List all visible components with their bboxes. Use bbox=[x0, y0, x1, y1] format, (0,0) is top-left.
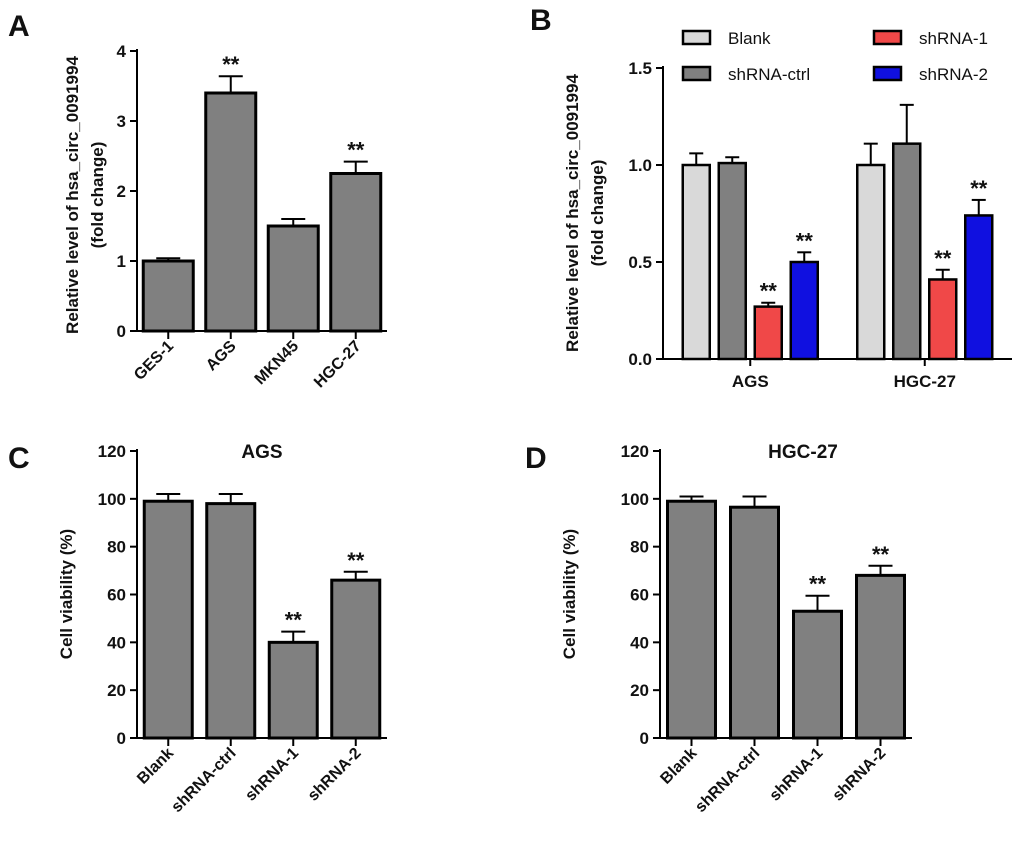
legend-swatch-shRNA-2 bbox=[872, 65, 903, 82]
y-tick-label: 20 bbox=[107, 681, 126, 700]
bar-HGC-27 bbox=[329, 172, 383, 333]
x-tick-label: GES-1 bbox=[131, 338, 177, 384]
significance-label: ** bbox=[760, 279, 778, 304]
x-tick-label: AGS bbox=[203, 338, 240, 375]
bar-shRNA-1 bbox=[792, 609, 843, 740]
legend-label: shRNA-1 bbox=[919, 29, 988, 48]
bar-GES-1 bbox=[141, 259, 195, 333]
bar-Blank-AGS bbox=[681, 163, 711, 361]
y-axis-label: Cell viability (%) bbox=[560, 529, 579, 659]
y-tick-label: 3 bbox=[117, 112, 126, 131]
significance-label: ** bbox=[347, 138, 365, 163]
x-tick-label: shRNA-ctrl bbox=[168, 745, 239, 816]
panel-letter: B bbox=[530, 4, 552, 37]
x-tick-label: shRNA-1 bbox=[767, 745, 827, 805]
bar-shRNA-ctrl bbox=[729, 505, 780, 740]
y-tick-label: 120 bbox=[621, 442, 649, 461]
y-tick-label: 60 bbox=[630, 586, 649, 605]
y-tick-label: 0.5 bbox=[628, 253, 652, 272]
bar-Blank-HGC-27 bbox=[856, 163, 886, 361]
y-tick-label: 4 bbox=[117, 42, 127, 61]
x-tick-label: shRNA-ctrl bbox=[692, 745, 763, 816]
y-tick-label: 40 bbox=[107, 633, 126, 652]
significance-label: ** bbox=[285, 608, 303, 633]
legend-swatch-shRNA-1 bbox=[872, 29, 903, 46]
bar-shRNA-2-AGS bbox=[789, 260, 819, 361]
y-tick-label: 40 bbox=[630, 633, 649, 652]
x-tick-label: shRNA-1 bbox=[242, 745, 302, 805]
x-tick-label: shRNA-2 bbox=[305, 745, 365, 805]
y-tick-label: 1.0 bbox=[628, 156, 652, 175]
y-axis-label-units: (fold change) bbox=[588, 160, 607, 267]
significance-label: ** bbox=[796, 228, 814, 253]
y-tick-label: 100 bbox=[98, 490, 126, 509]
y-tick-label: 2 bbox=[117, 182, 126, 201]
bar-shRNA-ctrl-HGC-27 bbox=[892, 142, 922, 361]
panel-letter: A bbox=[8, 10, 30, 43]
x-tick-label: AGS bbox=[732, 372, 769, 391]
legend-label: shRNA-2 bbox=[919, 65, 988, 84]
bar-shRNA-ctrl bbox=[205, 502, 257, 740]
chart-title: AGS bbox=[241, 442, 282, 463]
significance-label: ** bbox=[222, 52, 240, 77]
x-tick-label: shRNA-2 bbox=[830, 745, 890, 805]
bar-shRNA-ctrl-AGS bbox=[717, 161, 747, 361]
y-tick-label: 1.5 bbox=[628, 59, 652, 78]
y-tick-label: 100 bbox=[621, 490, 649, 509]
legend-swatch-Blank bbox=[681, 29, 712, 46]
bar-shRNA-2 bbox=[855, 573, 906, 740]
bar-AGS bbox=[204, 91, 258, 333]
y-axis-label: Relative level of hsa_circ_0091994 bbox=[563, 74, 582, 352]
y-tick-label: 80 bbox=[630, 538, 649, 557]
chart-title: HGC-27 bbox=[768, 442, 838, 463]
panel-B: B Relative level of hsa_circ_0091994 (fold… bbox=[530, 4, 1012, 391]
y-tick-label: 1 bbox=[117, 252, 126, 271]
y-axis-label: Relative level of hsa_circ_0091994 bbox=[63, 56, 82, 334]
significance-label: ** bbox=[809, 572, 827, 597]
bar-Blank bbox=[142, 499, 194, 740]
legend-swatch-shRNA-ctrl bbox=[681, 65, 712, 82]
panel-A: A Relative level of hsa_circ_0091994 (fold… bbox=[8, 10, 387, 391]
legend-label: Blank bbox=[728, 29, 771, 48]
y-tick-label: 0 bbox=[640, 729, 649, 748]
panel-C: C AGS Cell viability (%) 0 20 40 60 80 100 120 Bla… bbox=[8, 442, 387, 816]
y-tick-label: 80 bbox=[107, 538, 126, 557]
bar-MKN45 bbox=[266, 224, 320, 333]
y-tick-label: 0 bbox=[117, 322, 126, 341]
panel-letter: D bbox=[525, 442, 547, 475]
significance-label: ** bbox=[872, 542, 890, 567]
panel-letter: C bbox=[8, 442, 30, 475]
y-tick-label: 0.0 bbox=[628, 350, 652, 369]
significance-label: ** bbox=[934, 246, 952, 271]
bar-shRNA-1-HGC-27 bbox=[928, 278, 958, 361]
y-axis-label: Cell viability (%) bbox=[57, 529, 76, 659]
bar-shRNA-2-HGC-27 bbox=[964, 214, 994, 361]
x-tick-label: HGC-27 bbox=[311, 338, 365, 392]
y-tick-label: 20 bbox=[630, 681, 649, 700]
x-tick-label: Blank bbox=[657, 745, 700, 788]
significance-label: ** bbox=[347, 548, 365, 573]
significance-label: ** bbox=[970, 176, 988, 201]
bar-shRNA-1 bbox=[267, 640, 319, 740]
bar-Blank bbox=[666, 499, 717, 740]
bar-shRNA-2 bbox=[330, 578, 382, 740]
x-tick-label: Blank bbox=[134, 745, 177, 788]
bar-shRNA-1-AGS bbox=[753, 305, 783, 361]
y-tick-label: 0 bbox=[117, 729, 126, 748]
legend-label: shRNA-ctrl bbox=[728, 65, 810, 84]
panel-D: D HGC-27 Cell viability (%) 0 20 40 60 80 100 120… bbox=[525, 442, 912, 816]
x-tick-label: MKN45 bbox=[252, 338, 302, 388]
y-tick-label: 60 bbox=[107, 586, 126, 605]
x-tick-label: HGC-27 bbox=[894, 372, 956, 391]
y-axis-label-units: (fold change) bbox=[88, 142, 107, 249]
y-tick-label: 120 bbox=[98, 442, 126, 461]
